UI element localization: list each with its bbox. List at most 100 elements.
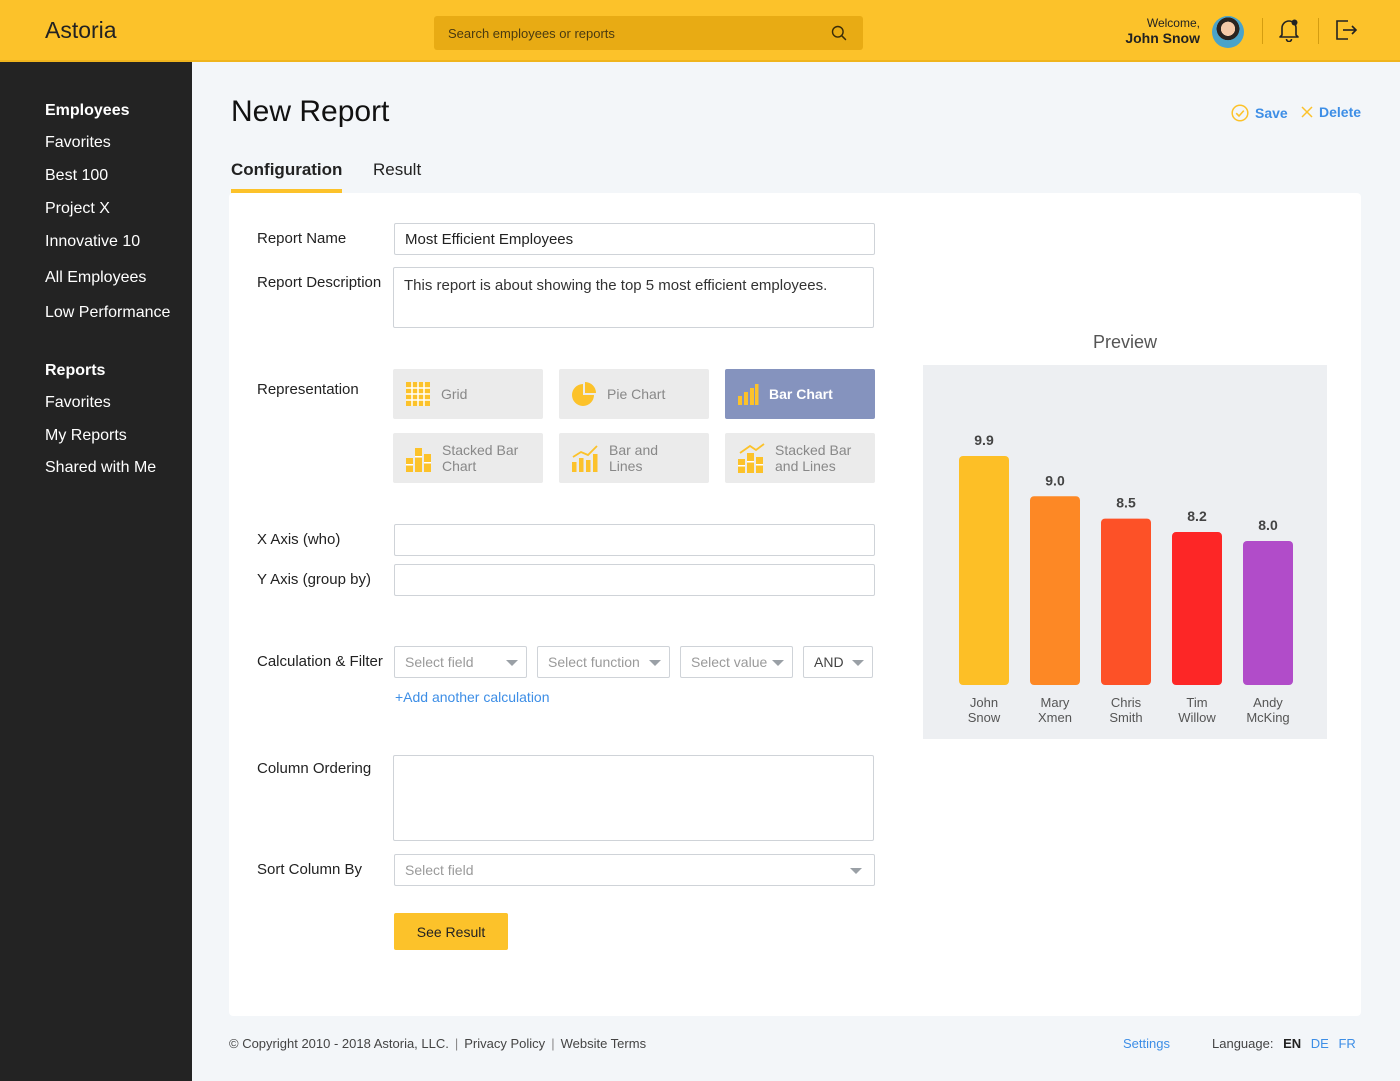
website-terms-link[interactable]: Website Terms	[560, 1036, 647, 1051]
representation-stacked-bar-and-lines-label: Stacked Bar and Lines	[775, 442, 851, 474]
sidebar: Employees Favorites Best 100 Project X I…	[0, 62, 192, 1081]
employees-heading[interactable]: Employees	[45, 102, 130, 119]
page-title: New Report	[231, 95, 390, 128]
sidebar-item-shared-with-me[interactable]: Shared with Me	[45, 459, 157, 476]
representation-bar-and-lines-button[interactable]: Bar and Lines	[559, 433, 709, 483]
language-switcher: Language: EN DE FR	[1212, 1036, 1356, 1051]
calc-field-placeholder: Select field	[405, 654, 474, 670]
employees-nav: Employees Favorites Best 100 Project X I…	[45, 102, 170, 337]
user-name[interactable]: John Snow	[1125, 30, 1200, 46]
report-name-label: Report Name	[257, 230, 347, 247]
search-icon[interactable]	[831, 25, 847, 41]
language-fr[interactable]: FR	[1338, 1036, 1356, 1051]
y-axis-input[interactable]	[394, 564, 875, 596]
grid-icon	[406, 382, 430, 406]
app-logo[interactable]: Astoria	[45, 17, 117, 43]
delete-button[interactable]: Delete	[1301, 104, 1361, 120]
search-box[interactable]	[434, 16, 863, 50]
category-label: McKing	[1246, 710, 1289, 725]
sidebar-item-best-100[interactable]: Best 100	[45, 167, 109, 184]
representation-label-line: Chart	[442, 458, 477, 474]
report-description-input[interactable]: This report is about showing the top 5 m…	[393, 267, 874, 328]
notification-bell-icon[interactable]	[1278, 18, 1300, 42]
see-result-button[interactable]: See Result	[394, 913, 508, 950]
x-axis-input[interactable]	[394, 524, 875, 556]
chevron-down-icon	[852, 660, 864, 666]
sidebar-item-innovative-10[interactable]: Innovative 10	[45, 233, 141, 250]
save-label: Save	[1255, 105, 1288, 121]
report-name-input[interactable]	[394, 223, 875, 255]
representation-pie-chart-label: Pie Chart	[607, 386, 666, 402]
representation-bar-chart-button[interactable]: Bar Chart	[725, 369, 875, 419]
tab-configuration[interactable]: Configuration	[231, 160, 343, 193]
bar-value-label: 9.9	[974, 432, 994, 448]
add-calculation-link[interactable]: +Add another calculation	[395, 689, 550, 705]
language-de[interactable]: DE	[1310, 1036, 1329, 1051]
sidebar-item-low-performance[interactable]: Low Performance	[45, 304, 171, 321]
sidebar-item-all-employees[interactable]: All Employees	[45, 269, 147, 286]
bar-andy-mcking	[1243, 541, 1293, 685]
app-header: Astoria Welcome, John Snow	[0, 0, 1400, 62]
search-input[interactable]	[448, 16, 818, 50]
representation-stacked-bar-and-lines-button[interactable]: Stacked Bar and Lines	[725, 433, 875, 483]
representation-grid-button[interactable]: Grid	[393, 369, 543, 419]
sidebar-item-report-favorites[interactable]: Favorites	[45, 394, 111, 411]
close-icon	[1301, 106, 1313, 118]
representation-bar-chart-label: Bar Chart	[769, 386, 833, 402]
stacked-bar-chart-icon	[406, 448, 431, 472]
sort-column-select[interactable]: Select field	[394, 854, 875, 886]
chevron-down-icon	[772, 660, 784, 666]
bar-john-snow	[959, 456, 1009, 685]
sidebar-item-my-reports[interactable]: My Reports	[45, 427, 127, 444]
category-label: Andy	[1253, 695, 1283, 710]
pie-chart-icon	[572, 382, 596, 406]
preview-title: Preview	[1092, 332, 1158, 352]
reports-heading[interactable]: Reports	[45, 362, 106, 379]
x-axis-label: X Axis (who)	[257, 531, 341, 548]
bar-tim-willow	[1172, 532, 1222, 685]
tab-result[interactable]: Result	[373, 160, 422, 179]
welcome-label: Welcome,	[1146, 16, 1200, 30]
representation-label-line: Stacked Bar	[775, 442, 852, 458]
sort-column-label: Sort Column By	[257, 861, 363, 878]
representation-label-line: Bar and	[609, 442, 659, 458]
bar-value-label: 8.5	[1116, 495, 1136, 511]
language-en[interactable]: EN	[1283, 1036, 1302, 1051]
language-label: Language:	[1212, 1036, 1274, 1051]
sidebar-item-favorites[interactable]: Favorites	[45, 134, 111, 151]
bar-chris-smith	[1101, 518, 1151, 685]
report-description-label: Report Description	[257, 274, 382, 291]
footer-separator: |	[551, 1036, 555, 1051]
representation-stacked-bar-chart-button[interactable]: Stacked Bar Chart	[393, 433, 543, 483]
user-avatar[interactable]	[1212, 16, 1244, 48]
category-label: Snow	[968, 710, 1001, 725]
representation-bar-and-lines-label: Bar and Lines	[609, 442, 658, 474]
settings-link[interactable]: Settings	[1123, 1036, 1170, 1051]
column-ordering-input[interactable]	[393, 755, 874, 841]
calc-value-select[interactable]: Select value	[680, 646, 793, 678]
representation-grid-label: Grid	[441, 386, 468, 402]
stacked-bar-and-lines-icon	[738, 443, 765, 473]
bar-value-label: 8.0	[1258, 517, 1278, 533]
calc-function-select[interactable]: Select function	[537, 646, 670, 678]
calc-field-select[interactable]: Select field	[394, 646, 527, 678]
bar-chart-icon	[738, 384, 759, 405]
representation-pie-chart-button[interactable]: Pie Chart	[559, 369, 709, 419]
category-label: Willow	[1178, 710, 1216, 725]
category-label: Mary	[1041, 695, 1070, 710]
representation-label: Representation	[257, 381, 359, 398]
logout-icon[interactable]	[1334, 18, 1358, 42]
welcome-block: Welcome, John Snow	[1125, 16, 1200, 47]
calc-function-placeholder: Select function	[548, 654, 640, 670]
sidebar-item-project-x[interactable]: Project X	[45, 200, 110, 217]
header-divider	[1318, 18, 1319, 44]
category-label: John	[970, 695, 998, 710]
privacy-policy-link[interactable]: Privacy Policy	[464, 1036, 546, 1051]
footer-left: © Copyright 2010 - 2018 Astoria, LLC. | Pr…	[229, 1036, 646, 1051]
calc-value-placeholder: Select value	[691, 654, 768, 670]
calc-operator-select[interactable]: AND	[803, 646, 873, 678]
delete-label: Delete	[1319, 104, 1362, 120]
calculation-filter-label: Calculation & Filter	[257, 653, 383, 670]
save-button[interactable]: Save	[1231, 104, 1288, 122]
representation-stacked-bar-chart-label: Stacked Bar Chart	[442, 442, 518, 474]
